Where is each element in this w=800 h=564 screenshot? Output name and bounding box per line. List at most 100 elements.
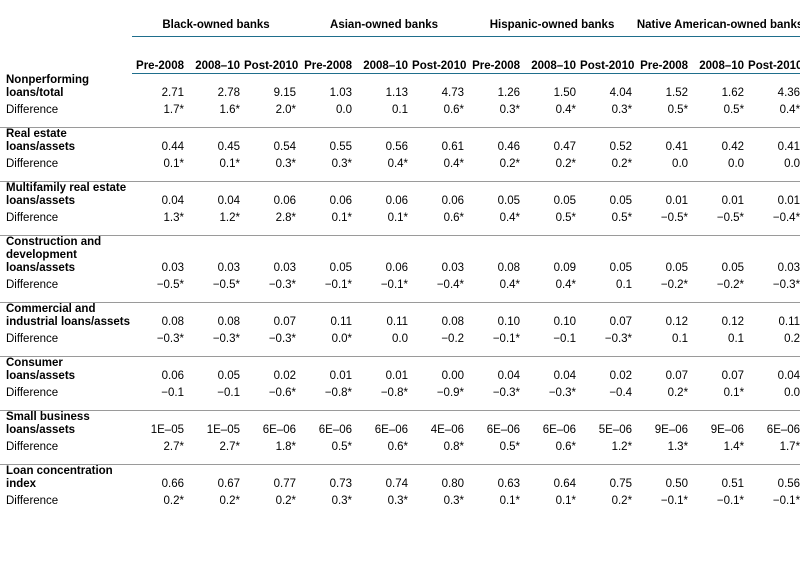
value-cell: 0.12: [721, 315, 745, 328]
difference-cell: 1.4*: [692, 440, 749, 465]
difference-cell: −0.5*: [636, 211, 693, 236]
value-cell: 0.01: [385, 369, 409, 382]
difference-cell: 0.2*: [163, 494, 184, 507]
difference-cell: 1.3*: [636, 440, 693, 465]
difference-cell: −0.6*: [244, 386, 301, 411]
difference-cell: 0.2*: [636, 386, 693, 411]
difference-cell: 0.5*: [692, 103, 749, 128]
value-cell: 0.04: [161, 194, 184, 207]
value-cell: 0.46: [497, 140, 521, 153]
value-cell: 2.71: [161, 86, 184, 99]
difference-cell: 1.3*: [132, 211, 188, 236]
value-cell: 0.04: [497, 369, 521, 382]
difference-cell: −0.2*: [636, 278, 693, 303]
value-cell: 0.06: [385, 261, 409, 274]
table-row: Small business loans/assets 1E–05 1E–05 6E–…: [0, 410, 800, 441]
difference-cell: 0.2*: [219, 494, 240, 507]
value-cell: 0.08: [497, 261, 521, 274]
difference-cell: 0.0: [692, 157, 749, 182]
value-cell: 0.03: [161, 261, 184, 274]
value-cell: 0.73: [329, 477, 353, 490]
difference-cell: −0.1*: [300, 278, 357, 303]
difference-cell: −0.8*: [356, 386, 413, 411]
table-body: Nonperforming loans/total 2.71 2.78 9.15 1.0…: [0, 74, 800, 518]
difference-cell: 2.7*: [188, 440, 244, 465]
row-label: Consumer loans/assets: [6, 356, 76, 382]
difference-cell: −0.1: [132, 386, 188, 411]
value-cell: 0.11: [386, 315, 409, 328]
difference-cell: −0.3*: [524, 386, 581, 411]
value-cell: 4.36: [777, 86, 800, 99]
period-header: 2008–10: [356, 36, 413, 74]
difference-cell: −0.1: [524, 332, 581, 357]
difference-cell: −0.2: [412, 332, 469, 357]
value-cell: 0.05: [497, 194, 521, 207]
difference-row: Difference −0.5* −0.5* −0.3* −0.1* −0.1* −0.4*…: [0, 278, 800, 303]
difference-label: Difference: [0, 103, 132, 128]
value-cell: 0.00: [441, 369, 465, 382]
value-cell: 6E–06: [318, 423, 353, 436]
value-cell: 0.05: [609, 194, 633, 207]
difference-cell: 0.2*: [275, 494, 297, 507]
value-cell: 6E–06: [374, 423, 409, 436]
difference-cell: 0.3*: [387, 494, 409, 507]
difference-cell: 0.1*: [555, 494, 577, 507]
period-header: Post-2010: [748, 36, 800, 74]
difference-cell: 0.4*: [468, 211, 525, 236]
difference-cell: 0.5*: [580, 211, 637, 236]
group-header-black: Black-owned banks: [132, 0, 301, 37]
value-cell: 6E–06: [486, 423, 521, 436]
difference-cell: −0.3*: [188, 332, 244, 357]
value-cell: 0.10: [553, 315, 577, 328]
difference-cell: 0.6*: [524, 440, 581, 465]
value-cell: 1.52: [665, 86, 689, 99]
difference-label: Difference: [0, 386, 132, 411]
difference-cell: 0.0: [300, 103, 357, 128]
value-cell: 0.06: [329, 194, 353, 207]
value-cell: 0.03: [217, 261, 240, 274]
value-cell: 1.03: [329, 86, 353, 99]
period-header: Pre-2008: [300, 36, 357, 74]
value-cell: 6E–06: [766, 423, 800, 436]
difference-cell: 0.0: [748, 157, 800, 182]
difference-cell: 1.2*: [188, 211, 244, 236]
difference-cell: 0.1: [580, 278, 637, 303]
difference-label: Difference: [0, 211, 132, 236]
value-cell: 0.03: [441, 261, 465, 274]
difference-cell: 0.2*: [611, 494, 633, 507]
value-cell: 1.13: [385, 86, 409, 99]
difference-cell: 0.1*: [132, 157, 188, 182]
value-cell: 0.05: [553, 194, 577, 207]
row-label: Commercial and industrial loans/assets: [6, 302, 130, 328]
period-header: Pre-2008: [468, 36, 525, 74]
value-cell: 0.05: [217, 369, 240, 382]
difference-row: Difference −0.3* −0.3* −0.3* 0.0* 0.0 −0.2 −0.1…: [0, 332, 800, 357]
difference-cell: −0.1*: [468, 332, 525, 357]
difference-cell: 0.1: [356, 103, 413, 128]
value-cell: 0.01: [665, 194, 689, 207]
difference-cell: 0.8*: [412, 440, 469, 465]
difference-cell: 2.0*: [244, 103, 301, 128]
difference-cell: 0.0: [748, 386, 800, 411]
value-cell: 0.75: [609, 477, 633, 490]
value-cell: 0.63: [497, 477, 521, 490]
difference-row: Difference 0.1* 0.1* 0.3* 0.3* 0.4* 0.4* 0.2* 0.…: [0, 157, 800, 182]
value-cell: 0.04: [553, 369, 577, 382]
value-cell: 0.06: [273, 194, 297, 207]
difference-cell: 0.4*: [524, 278, 581, 303]
value-cell: 0.56: [777, 477, 800, 490]
value-cell: 0.07: [273, 315, 297, 328]
difference-cell: 0.1*: [356, 211, 413, 236]
difference-cell: 0.0*: [300, 332, 357, 357]
value-cell: 4E–06: [430, 423, 465, 436]
difference-cell: 0.1*: [692, 386, 749, 411]
value-cell: 2.78: [217, 86, 240, 99]
value-cell: 0.03: [273, 261, 297, 274]
period-header: 2008–10: [188, 36, 244, 74]
difference-cell: 0.6*: [412, 211, 469, 236]
table-row: Loan concentration index 0.66 0.67 0.77 0.73…: [0, 464, 800, 495]
difference-cell: 0.1*: [188, 157, 244, 182]
difference-row: Difference 2.7* 2.7* 1.8* 0.5* 0.6* 0.8* 0.5* 0.…: [0, 440, 800, 465]
difference-cell: 0.4*: [524, 103, 581, 128]
table-row: Consumer loans/assets 0.06 0.05 0.02 0.01 0.0…: [0, 356, 800, 387]
